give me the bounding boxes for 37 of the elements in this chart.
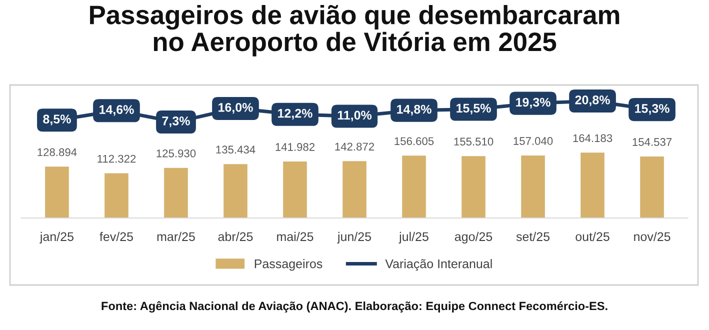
data-label: 164.183: [573, 134, 612, 142]
bar: [45, 166, 69, 218]
bar: [342, 161, 366, 218]
x-tick-label: abr/25: [218, 232, 253, 242]
source-note: Fonte: Agência Nacional de Aviação (ANAC). Elaboração: Equipe Connect Fecomércio-ES.: [102, 301, 608, 313]
chart-title: Passageiros de avião que desembarcaram no Aeroporto de Vitória em 2025: [90, 4, 620, 56]
x-tick-label: fev/25: [100, 232, 133, 242]
bar: [402, 156, 426, 218]
x-tick-label: out/25: [576, 232, 610, 242]
x-tick-label: mar/25: [157, 232, 195, 242]
x-tick-label: set/25: [516, 232, 550, 242]
bar: [283, 161, 307, 218]
x-tick-label: jun/25: [337, 232, 372, 244]
bar: [521, 155, 545, 218]
bar: [580, 152, 604, 218]
data-label: 142.872: [335, 142, 374, 151]
legend-label: Variação Interanual: [385, 259, 492, 271]
bar: [224, 164, 248, 218]
bar: [640, 156, 664, 218]
bar: [462, 156, 486, 218]
data-label: 125.930: [156, 149, 196, 158]
data-label: 135.434: [216, 146, 256, 154]
data-label: 156.605: [394, 137, 434, 146]
data-label: 157.040: [514, 137, 553, 145]
data-label: 112.322: [98, 154, 136, 163]
x-tick-label: jul/25: [398, 232, 428, 244]
x-tick-label: ago/25: [454, 232, 492, 244]
bar: [164, 168, 188, 218]
bar: [104, 173, 128, 218]
x-tick-label: mai/25: [277, 232, 314, 242]
data-label: 155.510: [454, 138, 494, 146]
data-label: 141.982: [276, 143, 315, 151]
data-label: 154.537: [632, 138, 672, 146]
x-tick-label: jan/25: [40, 232, 74, 244]
x-tick-label: nov/25: [634, 232, 670, 242]
legend-label: Passageiros: [254, 259, 322, 271]
data-label: 128.894: [38, 148, 77, 156]
